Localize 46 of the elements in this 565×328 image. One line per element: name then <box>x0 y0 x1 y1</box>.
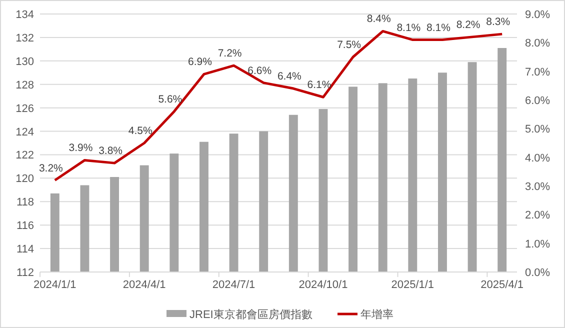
y-tick-label: 130 <box>16 56 34 68</box>
y2-tick-label: 6.0% <box>525 95 550 107</box>
x-tick-label: 2024/10/1 <box>298 279 348 291</box>
y2-tick-label: 0.0% <box>525 267 550 279</box>
data-label: 7.5% <box>337 39 361 51</box>
y2-tick-label: 4.0% <box>525 152 550 164</box>
legend-label: 年增率 <box>360 308 394 321</box>
data-label: 8.2% <box>456 18 480 31</box>
y-tick-label: 118 <box>16 196 34 209</box>
data-label: 3.2% <box>38 162 63 174</box>
data-label: 8.1% <box>426 22 450 34</box>
data-label: 7.2% <box>218 48 242 60</box>
y-tick-label: 134 <box>16 9 34 21</box>
y2-tick-label: 9.0% <box>525 9 550 21</box>
y-tick-label: 116 <box>16 220 34 232</box>
x-tick-label: 2024/4/1 <box>122 279 166 291</box>
y2-tick-label: 8.0% <box>525 38 550 50</box>
data-label: 5.6% <box>158 93 182 106</box>
data-label: 6.6% <box>248 64 272 77</box>
y2-tick-label: 2.0% <box>525 210 550 222</box>
y-tick-label: 122 <box>16 150 34 162</box>
y-tick-label: 112 <box>16 267 34 279</box>
data-label: 3.9% <box>68 142 93 154</box>
data-label: 8.1% <box>396 22 421 34</box>
y-tick-label: 114 <box>16 244 34 256</box>
x-tick-label: 2024/7/1 <box>212 279 256 291</box>
y-tick-label: 120 <box>16 173 34 186</box>
y2-tick-label: 3.0% <box>525 181 550 193</box>
legend-label: JREI東京都會區房價指數 <box>190 308 312 321</box>
y2-tick-label: 7.0% <box>525 66 550 78</box>
data-label: 3.8% <box>98 145 122 158</box>
data-label: 8.4% <box>366 13 391 26</box>
data-label: 6.1% <box>307 79 332 92</box>
x-tick-label: 2025/4/1 <box>480 279 524 291</box>
y2-tick-label: 5.0% <box>525 124 550 136</box>
data-label: 4.5% <box>128 125 152 137</box>
data-label: 6.9% <box>188 56 212 68</box>
x-tick-label: 2024/1/1 <box>33 279 76 291</box>
y-tick-label: 126 <box>16 102 34 115</box>
y-tick-label: 128 <box>16 79 34 92</box>
y2-tick-label: 1.0% <box>525 238 550 250</box>
y-tick-label: 124 <box>16 126 34 138</box>
y-tick-label: 132 <box>16 32 34 44</box>
x-tick-label: 2025/1/1 <box>391 279 434 291</box>
data-label: 6.4% <box>277 70 302 83</box>
data-label: 8.3% <box>486 16 510 28</box>
